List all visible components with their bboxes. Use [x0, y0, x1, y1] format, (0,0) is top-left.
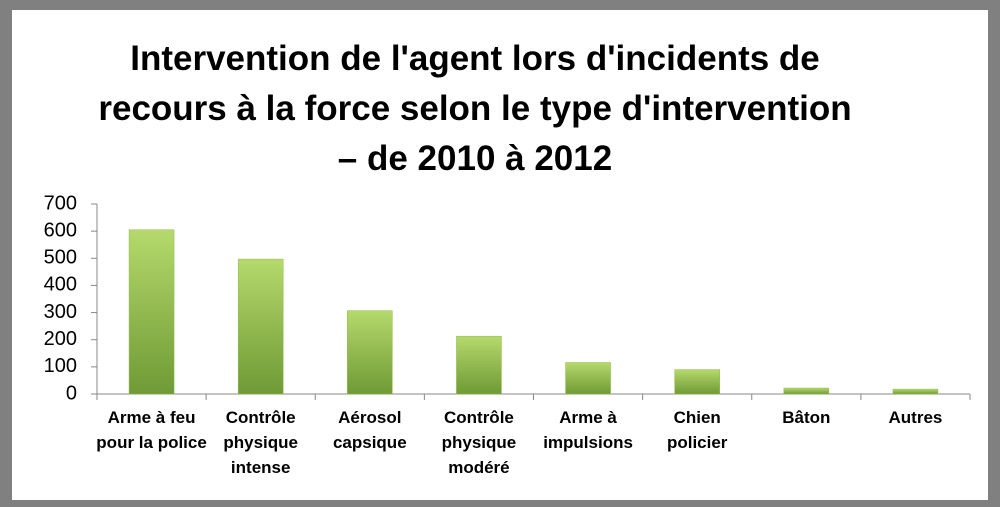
x-tick-label: Aérosol capsique — [332, 408, 407, 452]
y-tick-label: 600 — [44, 219, 77, 241]
bar — [892, 388, 939, 395]
bar — [128, 229, 175, 395]
x-tick-label: Arme à impulsions — [543, 408, 633, 452]
chart-area — [12, 10, 988, 500]
x-tick-label: Autres — [888, 408, 943, 427]
y-tick-label: 0 — [66, 382, 77, 404]
bar — [674, 369, 720, 395]
y-tick-label: 300 — [44, 301, 77, 323]
x-tick-label: Contrôle physique modéré — [441, 408, 517, 477]
bar — [347, 310, 393, 395]
x-tick-label: Contrôle physique intense — [223, 408, 298, 477]
x-tick-label: Bâton — [782, 408, 831, 427]
x-tick-label: Chien policier — [666, 408, 728, 452]
y-tick-label: 500 — [44, 247, 77, 269]
y-tick-label: 700 — [44, 192, 77, 214]
y-tick-label: 400 — [44, 274, 77, 296]
bar — [456, 335, 502, 395]
bar — [565, 362, 611, 395]
bar — [783, 387, 830, 395]
y-tick-label: 100 — [44, 355, 77, 377]
bar — [237, 258, 284, 395]
x-tick-label: Arme à feu pour la police — [96, 408, 207, 452]
y-tick-label: 200 — [44, 328, 77, 350]
chart-title: Intervention de l'agent lors d'incidents… — [98, 39, 852, 178]
